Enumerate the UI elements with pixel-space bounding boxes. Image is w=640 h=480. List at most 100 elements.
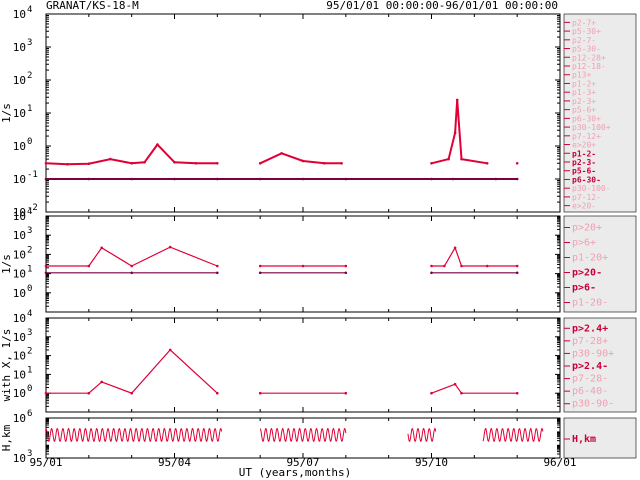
series-line-Hkm xyxy=(45,427,223,443)
y-tick-label: 10 xyxy=(13,74,26,87)
legend-item: e>20+ xyxy=(572,141,596,150)
y-tick-exponent: 4 xyxy=(27,207,32,217)
data-point xyxy=(301,177,305,181)
legend-item: p>6+ xyxy=(572,238,596,249)
legend-item: p7-28+ xyxy=(572,336,608,347)
legend-item: p>20- xyxy=(572,268,602,279)
y-tick-exponent: 3 xyxy=(27,38,32,48)
y-tick-exponent: 3 xyxy=(27,226,32,236)
data-point xyxy=(109,157,112,161)
x-tick-label: 96/01 xyxy=(543,456,576,469)
data-point xyxy=(87,391,91,395)
data-point xyxy=(173,161,176,164)
data-point xyxy=(344,271,348,275)
data-point xyxy=(344,264,348,268)
legend-item: p30-100+ xyxy=(572,123,611,132)
data-point xyxy=(258,162,262,165)
y-tick-exponent: 1 xyxy=(27,365,32,375)
y-axis-label: H,km xyxy=(0,424,13,451)
legend-item: p1-20- xyxy=(572,298,608,309)
y-tick-exponent: 0 xyxy=(27,137,32,147)
y-tick-label: 10 xyxy=(13,312,26,325)
data-point xyxy=(451,177,455,181)
data-point xyxy=(130,391,133,395)
y-tick-label: 10 xyxy=(13,368,26,381)
y-tick-label: 10 xyxy=(13,452,26,465)
legend-item: p5-30- xyxy=(572,45,601,54)
legend-item: p2-7- xyxy=(572,36,596,45)
legend-item: p6-30- xyxy=(572,175,601,184)
legend-item: p13+ xyxy=(572,71,591,80)
data-point xyxy=(344,391,348,395)
data-point xyxy=(258,177,262,181)
panel-2-frame xyxy=(45,215,561,313)
data-point xyxy=(430,271,433,275)
data-point xyxy=(258,271,262,275)
x-tick-label: 95/04 xyxy=(158,456,191,469)
series-line-Hkm xyxy=(407,427,437,443)
y-axis-label: 1/s xyxy=(0,103,13,123)
data-point xyxy=(280,152,283,155)
data-point xyxy=(216,177,219,181)
legend-item: p2-7+ xyxy=(572,18,596,27)
data-point xyxy=(130,271,133,275)
data-point xyxy=(44,391,48,395)
legend-item: p>2.4+ xyxy=(572,323,608,334)
legend-item: p5-6+ xyxy=(572,106,596,115)
panel-3-frame xyxy=(45,317,561,413)
legend-item: H,km xyxy=(572,434,596,445)
data-point xyxy=(430,264,433,268)
data-point xyxy=(258,391,262,395)
y-tick-exponent: 3 xyxy=(27,449,32,459)
data-point xyxy=(100,380,103,384)
legend-item: p1-20+ xyxy=(572,253,608,264)
y-tick-exponent: -2 xyxy=(27,203,38,213)
data-point xyxy=(44,271,48,275)
data-point xyxy=(44,177,48,181)
data-point xyxy=(340,162,343,165)
legend-item: p5-6- xyxy=(572,167,596,176)
x-tick-label: 95/10 xyxy=(415,456,448,469)
series-line-Hkm xyxy=(259,427,347,443)
legend-item: p7-28- xyxy=(572,374,608,385)
legend-panel-2 xyxy=(563,215,637,313)
data-point xyxy=(216,391,219,395)
legend-item: p30-90- xyxy=(572,399,614,410)
y-tick-label: 10 xyxy=(13,331,26,344)
y-tick-label: 10 xyxy=(13,8,26,21)
data-point xyxy=(130,162,133,165)
data-point xyxy=(453,246,457,250)
legend-item: p>6- xyxy=(572,283,596,294)
x-axis-label: UT (years,months) xyxy=(239,466,352,479)
data-point xyxy=(87,177,91,181)
data-point xyxy=(460,157,463,161)
y-axis-label: with X, 1/s xyxy=(0,329,13,402)
data-point xyxy=(168,245,172,249)
data-point xyxy=(44,162,48,165)
legend-item: p7-12- xyxy=(572,193,601,202)
y-tick-exponent: 0 xyxy=(27,384,32,394)
data-point xyxy=(515,264,519,268)
y-tick-exponent: -1 xyxy=(27,170,38,180)
y-tick-exponent: 4 xyxy=(27,5,32,15)
legend-item: p1-2+ xyxy=(572,79,596,88)
data-point xyxy=(485,162,489,165)
data-point xyxy=(494,177,498,181)
series-line-p20 xyxy=(46,246,518,267)
legend-item: p5-30+ xyxy=(572,27,601,36)
legend-item: p12-18- xyxy=(572,62,606,71)
data-point xyxy=(443,264,446,268)
legend-item: p1-3+ xyxy=(572,88,596,97)
data-point xyxy=(173,177,176,181)
y-tick-label: 10 xyxy=(13,41,26,54)
x-tick-label: 95/01 xyxy=(29,456,62,469)
data-point xyxy=(216,271,219,275)
y-tick-label: 10 xyxy=(13,140,26,153)
y-tick-label: 10 xyxy=(13,387,26,400)
y-tick-exponent: 1 xyxy=(27,265,32,275)
y-tick-label: 10 xyxy=(13,248,26,261)
legend-item: p6-30+ xyxy=(572,114,601,123)
y-tick-label: 10 xyxy=(13,350,26,363)
data-point xyxy=(216,264,219,268)
